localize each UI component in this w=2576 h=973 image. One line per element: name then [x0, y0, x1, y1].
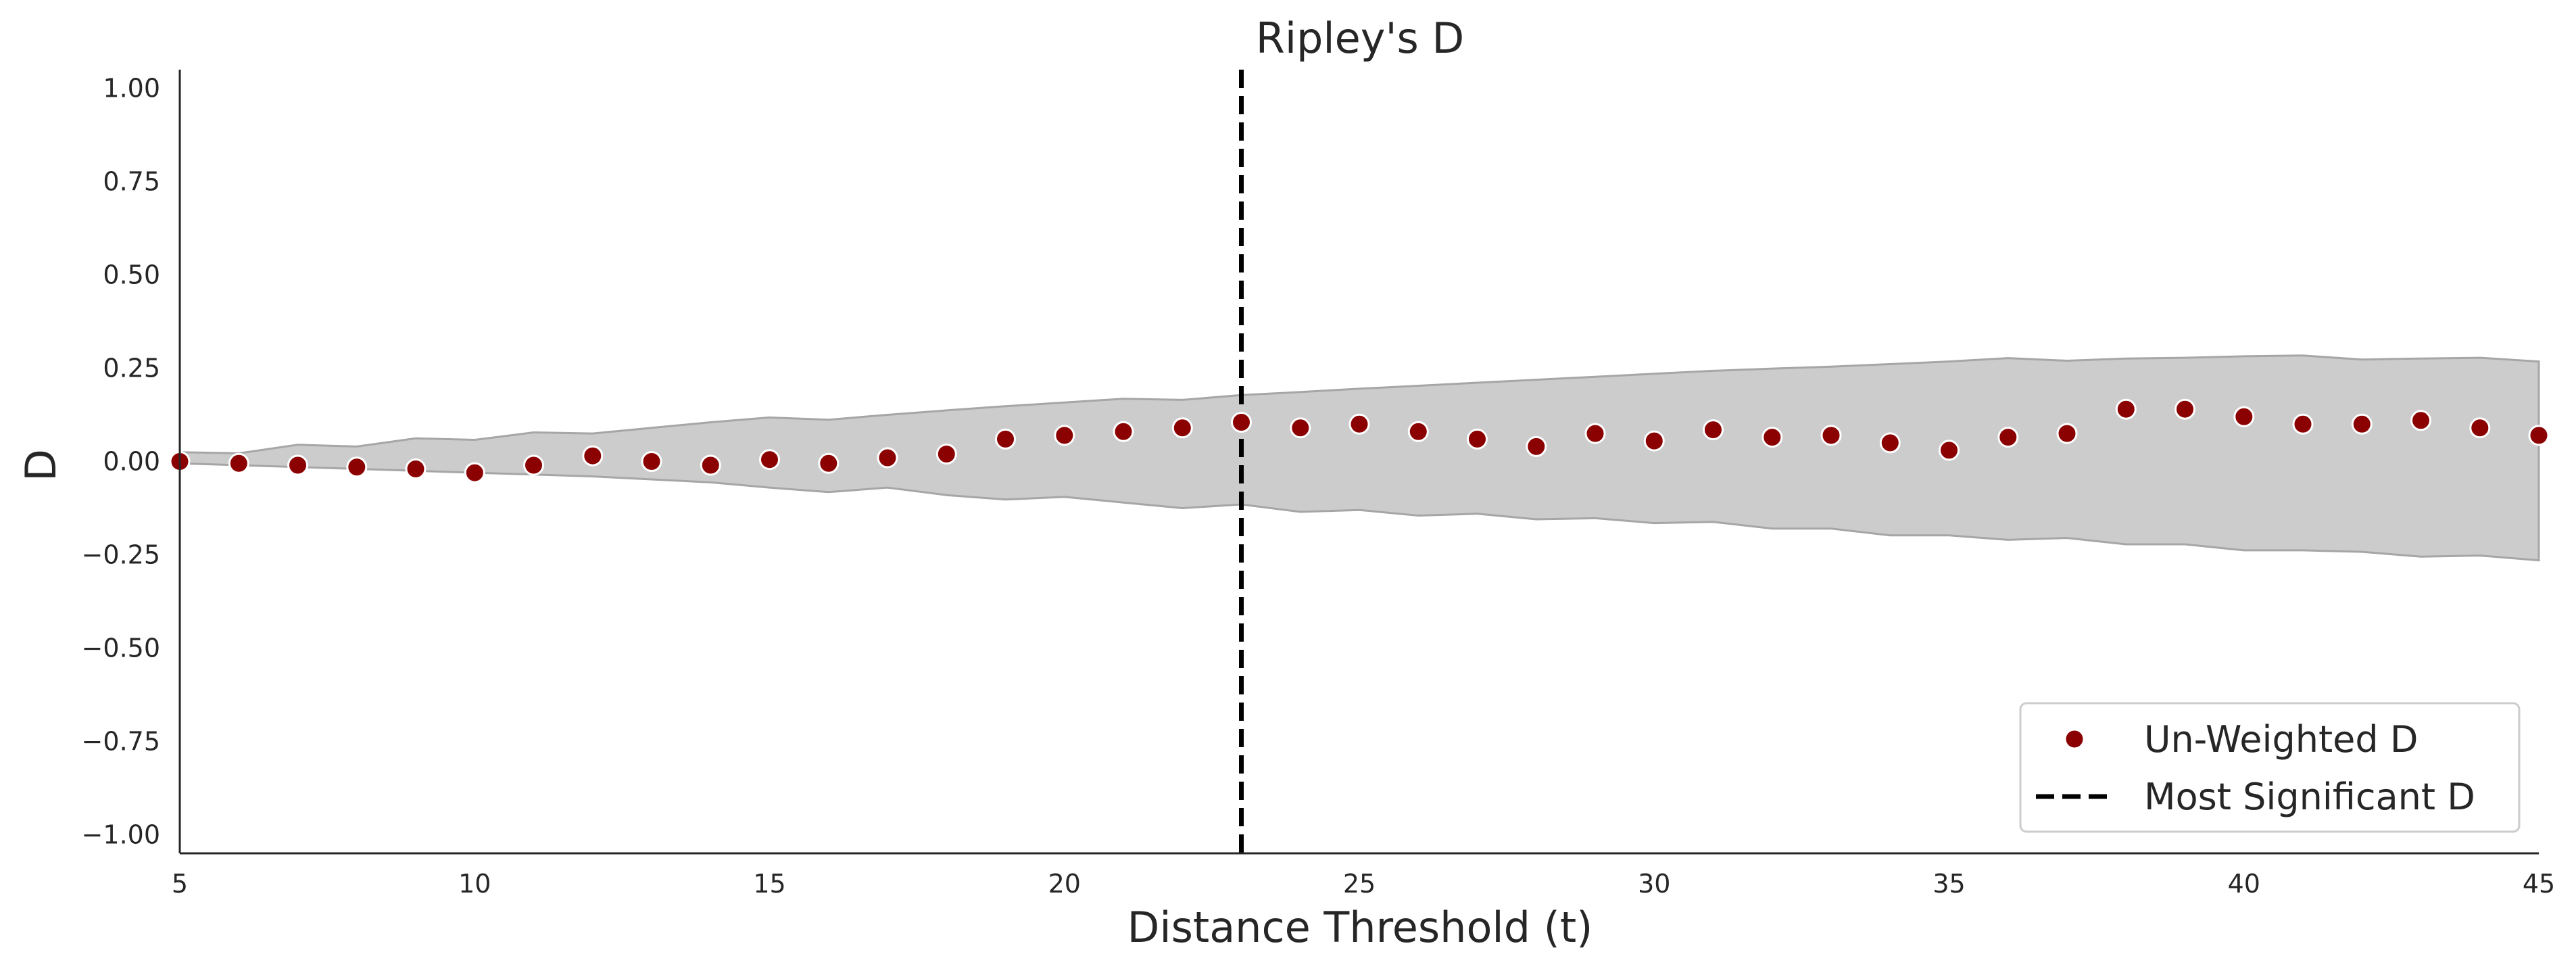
x-tick-label: 25 [1343, 869, 1376, 899]
data-point [2174, 398, 2195, 420]
data-point [1997, 427, 2019, 448]
data-point [1113, 421, 1134, 442]
data-point [287, 454, 308, 476]
x-axis-label: Distance Threshold (t) [1127, 903, 1593, 952]
data-point [464, 462, 485, 483]
data-point [1820, 425, 1842, 446]
data-point [405, 458, 427, 479]
data-point [2115, 398, 2137, 420]
axes [178, 70, 2539, 855]
legend-box [2019, 702, 2521, 833]
x-tick-label: 40 [2228, 869, 2260, 899]
x-tick-label: 5 [172, 869, 188, 899]
data-points [169, 398, 2550, 483]
y-axis-label: D [16, 449, 66, 481]
x-tick-label: 10 [458, 869, 491, 899]
data-point [2233, 406, 2255, 427]
data-point [877, 447, 898, 469]
y-tick-label: 0.50 [103, 260, 160, 290]
x-tick-label: 35 [1933, 869, 1965, 899]
data-point [995, 428, 1016, 450]
data-point [1761, 427, 1783, 448]
data-point [1939, 440, 1960, 461]
data-point [1643, 430, 1665, 452]
x-tick-labels: 5 10 15 20 25 30 35 40 45 [172, 869, 2555, 899]
data-point [1290, 417, 1311, 439]
y-tick-labels: 1.00 0.75 0.50 0.25 0.00 −0.25 −0.50 −0.75 −1.00 [82, 74, 160, 850]
data-point [2410, 410, 2431, 431]
data-point [2528, 425, 2550, 446]
data-point [1171, 417, 1193, 439]
legend-label-most-significant: Most Significant D [2144, 776, 2475, 818]
data-point [228, 452, 249, 474]
data-point [2056, 423, 2078, 444]
data-point [582, 445, 604, 467]
data-point [641, 451, 662, 472]
y-tick-label: 0.00 [103, 447, 160, 477]
y-tick-label: −0.75 [82, 726, 160, 756]
x-tick-label: 20 [1048, 869, 1081, 899]
x-tick-label: 30 [1638, 869, 1670, 899]
chart-title: Ripley's D [1256, 14, 1465, 63]
y-tick-label: 0.75 [103, 167, 160, 197]
legend: Un-Weighted D Most Significant D [2019, 702, 2521, 833]
data-point [1407, 421, 1429, 442]
y-tick-label: −0.50 [82, 634, 160, 663]
data-point [818, 452, 840, 474]
envelope-band [178, 354, 2540, 562]
data-point [346, 456, 368, 478]
data-point [700, 454, 721, 476]
data-point [523, 454, 544, 476]
data-point [1348, 413, 1370, 435]
y-tick-label: −1.00 [82, 820, 160, 849]
data-point [1703, 419, 1724, 441]
legend-label-unweighted: Un-Weighted D [2144, 718, 2418, 761]
legend-marker-unweighted [2064, 728, 2085, 750]
data-point [935, 444, 957, 465]
data-point [1879, 432, 1901, 454]
y-tick-label: −0.25 [82, 540, 160, 570]
data-point [1584, 423, 1606, 444]
data-point [1054, 425, 1075, 446]
x-tick-label: 15 [753, 869, 785, 899]
x-tick-label: 45 [2523, 869, 2555, 899]
data-point [1231, 412, 1252, 433]
data-point [2351, 413, 2373, 435]
confidence-envelope [178, 354, 2540, 562]
data-point [1467, 428, 1488, 450]
data-point [759, 449, 780, 471]
y-tick-label: 1.00 [103, 74, 160, 103]
data-point [2292, 413, 2314, 435]
y-tick-label: 0.25 [103, 354, 160, 383]
data-point [1526, 435, 1547, 457]
data-point [2469, 417, 2491, 439]
